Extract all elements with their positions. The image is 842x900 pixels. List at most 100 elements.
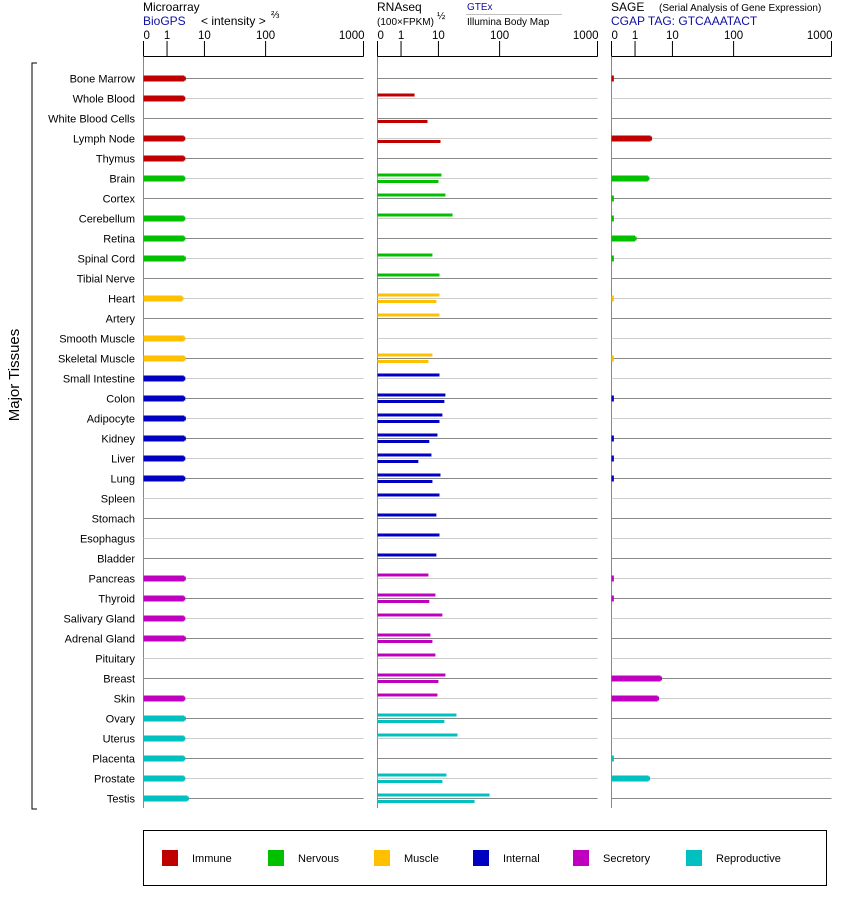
microarray-bar[interactable] xyxy=(143,575,185,582)
sage-bar[interactable] xyxy=(611,675,661,682)
microarray-bar[interactable] xyxy=(143,435,185,442)
microarray-bar[interactable] xyxy=(143,255,185,262)
microarray-bar[interactable] xyxy=(143,595,184,602)
microarray-bar[interactable] xyxy=(143,335,184,342)
microarray-bar[interactable] xyxy=(143,615,184,622)
sage-bar[interactable] xyxy=(611,435,614,442)
microarray-bar[interactable] xyxy=(143,715,185,722)
sage-bar[interactable] xyxy=(611,755,614,762)
microarray-bar[interactable] xyxy=(143,155,184,162)
biogps-link[interactable]: BioGPS xyxy=(143,14,186,28)
gtex-bar[interactable] xyxy=(377,653,436,657)
microarray-bar[interactable] xyxy=(143,755,184,762)
microarray-bar[interactable] xyxy=(143,375,184,382)
gtex-bar[interactable] xyxy=(377,453,432,457)
gtex-bar[interactable] xyxy=(377,793,490,797)
microarray-bar[interactable] xyxy=(143,475,184,482)
gtex-bar[interactable] xyxy=(377,393,446,397)
microarray-bar-cap xyxy=(182,396,186,401)
sage-bar[interactable] xyxy=(611,775,649,782)
microarray-bar[interactable] xyxy=(143,795,188,802)
sage-bar[interactable] xyxy=(611,455,614,462)
illumina-bar[interactable] xyxy=(377,460,419,463)
gtex-bar[interactable] xyxy=(377,193,446,197)
gtex-bar[interactable] xyxy=(377,533,440,537)
sage-bar[interactable] xyxy=(611,215,614,222)
microarray-bar[interactable] xyxy=(143,235,184,242)
microarray-bar[interactable] xyxy=(143,775,184,782)
gtex-bar[interactable] xyxy=(377,633,431,637)
gtex-bar[interactable] xyxy=(377,413,443,417)
sage-bar[interactable] xyxy=(611,295,614,302)
gtex-link[interactable]: GTEx xyxy=(467,2,493,13)
gtex-bar[interactable] xyxy=(377,433,438,437)
sage-bar[interactable] xyxy=(611,255,614,262)
sage-bar[interactable] xyxy=(611,75,614,82)
illumina-bar[interactable] xyxy=(377,300,437,303)
illumina-bar[interactable] xyxy=(377,780,443,783)
illumina-bar[interactable] xyxy=(377,360,429,363)
illumina-bar[interactable] xyxy=(377,800,475,803)
illumina-bar[interactable] xyxy=(377,480,433,483)
gtex-bar[interactable] xyxy=(377,253,433,257)
gtex-bar[interactable] xyxy=(377,733,458,737)
illumina-bar[interactable] xyxy=(377,720,445,723)
sage-bar[interactable] xyxy=(611,695,658,702)
sage-bar[interactable] xyxy=(611,355,614,362)
gtex-bar[interactable] xyxy=(377,553,437,557)
gtex-bar[interactable] xyxy=(377,773,447,777)
illumina-bar[interactable] xyxy=(377,180,439,183)
sage-bar[interactable] xyxy=(611,175,648,182)
illumina-bar[interactable] xyxy=(377,140,441,143)
illumina-bar[interactable] xyxy=(377,120,428,123)
tissue-row: Pituitary xyxy=(95,653,832,666)
gtex-bar[interactable] xyxy=(377,513,437,517)
sage-bar[interactable] xyxy=(611,575,614,582)
legend-item-secretory: Secretory xyxy=(573,850,651,866)
microarray-bar[interactable] xyxy=(143,215,184,222)
illumina-bar[interactable] xyxy=(377,440,430,443)
sage-bar[interactable] xyxy=(611,195,614,202)
gtex-bar[interactable] xyxy=(377,673,446,677)
gtex-bar[interactable] xyxy=(377,313,440,317)
tissue-label: White Blood Cells xyxy=(48,114,135,126)
cgap-tag-link[interactable]: CGAP TAG: GTCAAATACT xyxy=(611,14,758,28)
gtex-bar[interactable] xyxy=(377,613,443,617)
gtex-bar[interactable] xyxy=(377,173,442,177)
illumina-bar[interactable] xyxy=(377,400,445,403)
microarray-bar[interactable] xyxy=(143,635,185,642)
sage-bar[interactable] xyxy=(611,135,651,142)
sage-bar[interactable] xyxy=(611,595,614,602)
microarray-bar[interactable] xyxy=(143,455,184,462)
sage-bar[interactable] xyxy=(611,395,614,402)
microarray-bar[interactable] xyxy=(143,75,185,82)
gtex-bar[interactable] xyxy=(377,213,453,217)
sage-bar[interactable] xyxy=(611,235,636,242)
gtex-bar[interactable] xyxy=(377,713,457,717)
gtex-bar[interactable] xyxy=(377,293,440,297)
illumina-bar[interactable] xyxy=(377,420,440,423)
illumina-bar[interactable] xyxy=(377,640,433,643)
microarray-bar[interactable] xyxy=(143,695,184,702)
gtex-bar[interactable] xyxy=(377,353,433,357)
microarray-bar[interactable] xyxy=(143,95,184,102)
gtex-bar[interactable] xyxy=(377,473,441,477)
gtex-bar[interactable] xyxy=(377,373,440,377)
microarray-bar[interactable] xyxy=(143,735,184,742)
microarray-bar[interactable] xyxy=(143,355,185,362)
gtex-bar[interactable] xyxy=(377,493,440,497)
microarray-bar[interactable] xyxy=(143,295,182,302)
legend-item-nervous: Nervous xyxy=(268,850,339,866)
microarray-bar[interactable] xyxy=(143,175,184,182)
illumina-bar[interactable] xyxy=(377,680,439,683)
illumina-bar[interactable] xyxy=(377,600,430,603)
gtex-bar[interactable] xyxy=(377,693,438,697)
gtex-bar[interactable] xyxy=(377,573,429,577)
microarray-bar[interactable] xyxy=(143,395,184,402)
microarray-bar[interactable] xyxy=(143,415,185,422)
gtex-bar[interactable] xyxy=(377,93,415,97)
gtex-bar[interactable] xyxy=(377,273,440,277)
gtex-bar[interactable] xyxy=(377,593,436,597)
microarray-bar[interactable] xyxy=(143,135,184,142)
sage-bar[interactable] xyxy=(611,475,614,482)
